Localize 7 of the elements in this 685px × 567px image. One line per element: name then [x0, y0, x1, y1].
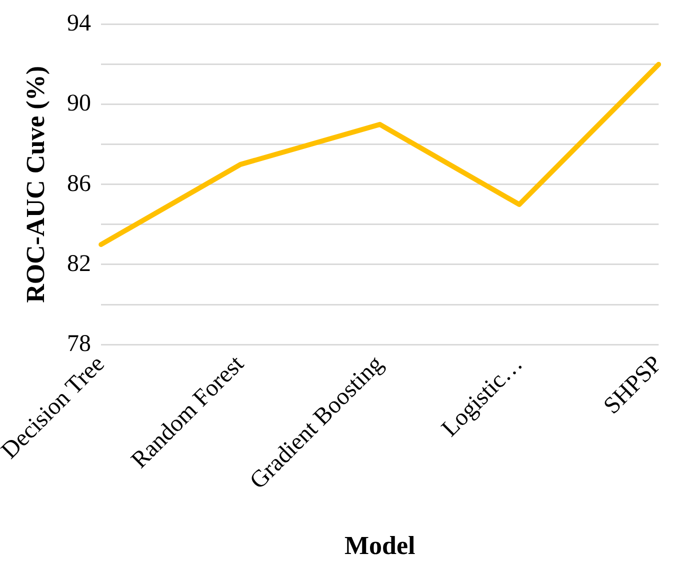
y-tick-label: 94 [67, 10, 92, 37]
y-tick-label: 90 [67, 90, 92, 117]
y-axis-title: ROC-AUC Cuve (%) [21, 66, 50, 303]
x-axis-title: Model [344, 531, 416, 560]
y-tick-label: 82 [67, 250, 92, 277]
y-tick-label: 78 [67, 330, 92, 357]
y-tick-label: 86 [67, 170, 92, 197]
